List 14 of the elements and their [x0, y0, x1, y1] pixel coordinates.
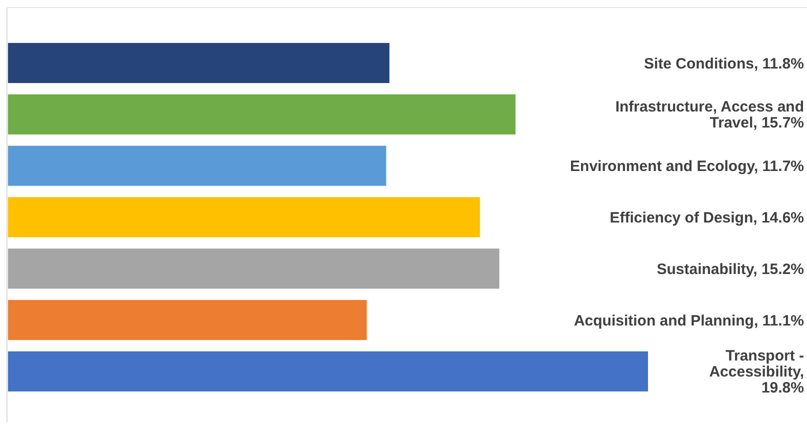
- data-label: Sustainability, 15.2%: [656, 260, 804, 278]
- bar: [8, 42, 390, 84]
- bar: [8, 146, 386, 186]
- bar: [8, 351, 648, 392]
- bar: [8, 197, 480, 238]
- bar: [8, 94, 516, 134]
- data-label: Environment and Ecology, 11.7%: [570, 158, 804, 176]
- bar: [8, 300, 367, 340]
- bar: [8, 248, 500, 289]
- data-label: Infrastructure, Access and Travel, 15.7%: [615, 98, 804, 132]
- data-label: Site Conditions, 11.8%: [644, 55, 804, 72]
- data-label: Acquisition and Planning, 11.1%: [574, 312, 804, 330]
- data-label: Efficiency of Design, 14.6%: [610, 209, 804, 226]
- data-label: Transport - Accessibility, 19.8%: [709, 348, 804, 397]
